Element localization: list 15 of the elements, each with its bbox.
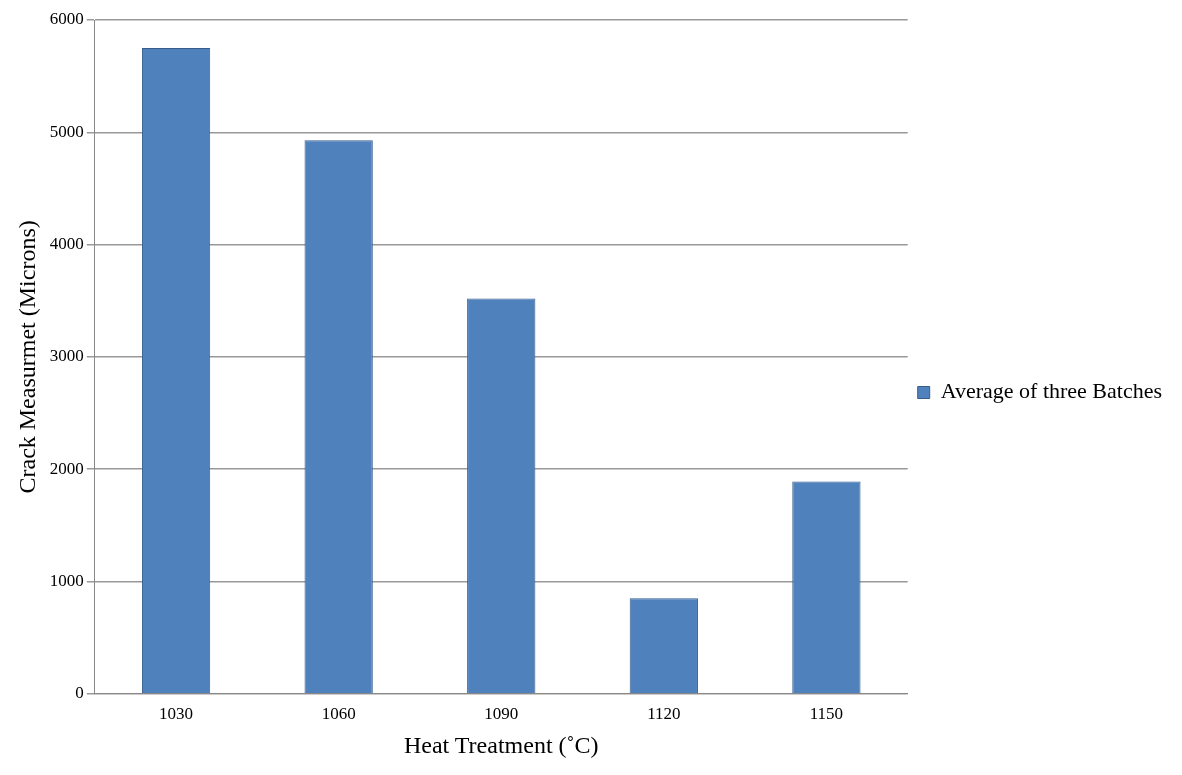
y-tick-label: 3000 (49, 346, 84, 366)
y-tick-label: 5000 (49, 121, 84, 141)
y-tick-label: 2000 (49, 458, 84, 478)
y-axis-title: Crack Measurmet (Microns) (13, 220, 40, 494)
y-tick-label: 1000 (49, 570, 84, 590)
x-tick-label: 1090 (484, 704, 519, 724)
legend-label: Average of three Batches (940, 378, 1162, 404)
y-tick-label: 6000 (49, 9, 84, 29)
y-tick-label: 0 (75, 683, 84, 703)
x-tick-label: 1120 (647, 704, 681, 724)
x-tick-label: 1060 (321, 704, 356, 724)
y-tick-label: 4000 (49, 234, 84, 254)
x-tick-label: 1150 (809, 704, 844, 724)
x-tick-label: 1030 (159, 704, 194, 724)
x-axis-title: Heat Treatment (˚C) (403, 731, 599, 758)
